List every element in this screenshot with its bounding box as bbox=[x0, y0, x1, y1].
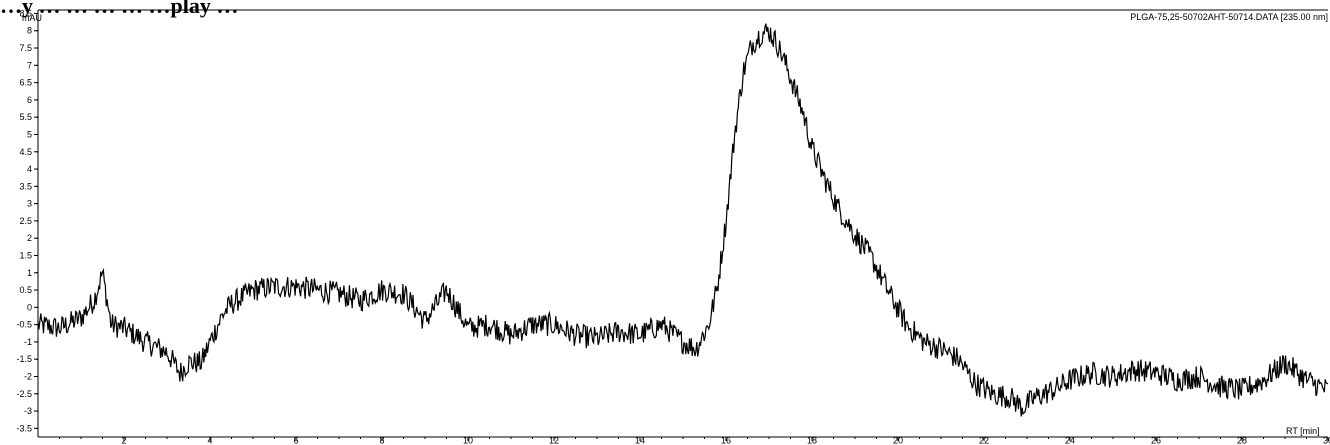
y-tick-label: 4.5 bbox=[19, 147, 32, 157]
y-tick-label: 8.5 bbox=[19, 8, 32, 18]
x-tick-label: 10 bbox=[463, 436, 473, 445]
x-tick-label: 22 bbox=[979, 436, 989, 445]
y-tick-label: 6.5 bbox=[19, 78, 32, 88]
y-tick-label: 5.5 bbox=[19, 112, 32, 122]
y-tick-label: 2 bbox=[27, 233, 32, 243]
y-tick-label: 3.5 bbox=[19, 181, 32, 191]
x-tick-label: 30 bbox=[1323, 436, 1330, 445]
x-tick-label: 6 bbox=[293, 436, 298, 445]
minor-ticks bbox=[36, 12, 1307, 439]
y-tick-label: -3.5 bbox=[16, 423, 32, 433]
y-tick-label: -2.5 bbox=[16, 389, 32, 399]
x-tick-label: 28 bbox=[1237, 436, 1247, 445]
x-tick-label: 12 bbox=[549, 436, 559, 445]
x-tick-label: 14 bbox=[635, 436, 645, 445]
x-axis-ticks: 24681012141618202224262830 bbox=[121, 436, 1330, 445]
y-tick-label: 7 bbox=[27, 60, 32, 70]
y-tick-label: 1.5 bbox=[19, 250, 32, 260]
y-tick-label: 2.5 bbox=[19, 216, 32, 226]
page-heading: …y … … … … …play … bbox=[0, 0, 239, 18]
y-tick-label: 4 bbox=[27, 164, 32, 174]
y-axis-title: mAU bbox=[22, 13, 42, 23]
series-name-label: PLGA-75,25-50702AHT-50714.DATA [235.00 n… bbox=[1130, 12, 1328, 22]
x-tick-label: 24 bbox=[1065, 436, 1075, 445]
x-tick-label: 2 bbox=[121, 436, 126, 445]
y-tick-label: -0.5 bbox=[16, 320, 32, 330]
x-axis-title: RT [min] bbox=[1286, 426, 1320, 436]
y-tick-label: 0 bbox=[27, 302, 32, 312]
y-tick-label: 7.5 bbox=[19, 43, 32, 53]
y-tick-label: 5 bbox=[27, 129, 32, 139]
x-tick-label: 16 bbox=[721, 436, 731, 445]
y-axis-ticks: -3.5 -3 -2.5 -2 -1.5 -1 -0.5 0 0.5 1 1.5 2 2.5 3 3.5 4 4… bbox=[16, 8, 38, 433]
y-tick-label: 0.5 bbox=[19, 285, 32, 295]
x-tick-label: 26 bbox=[1151, 436, 1161, 445]
y-tick-label: -2 bbox=[24, 371, 32, 381]
y-tick-label: -1.5 bbox=[16, 354, 32, 364]
x-tick-label: 20 bbox=[893, 436, 903, 445]
y-tick-label: -3 bbox=[24, 406, 32, 416]
x-tick-label: 8 bbox=[379, 436, 384, 445]
x-tick-label: 4 bbox=[207, 436, 212, 445]
y-tick-label: 3 bbox=[27, 199, 32, 209]
y-tick-label: 6 bbox=[27, 95, 32, 105]
x-tick-label: 18 bbox=[807, 436, 817, 445]
series-trace-line bbox=[37, 23, 1329, 417]
y-tick-label: 8 bbox=[27, 26, 32, 36]
y-tick-label: 1 bbox=[27, 268, 32, 278]
y-tick-label: -1 bbox=[24, 337, 32, 347]
